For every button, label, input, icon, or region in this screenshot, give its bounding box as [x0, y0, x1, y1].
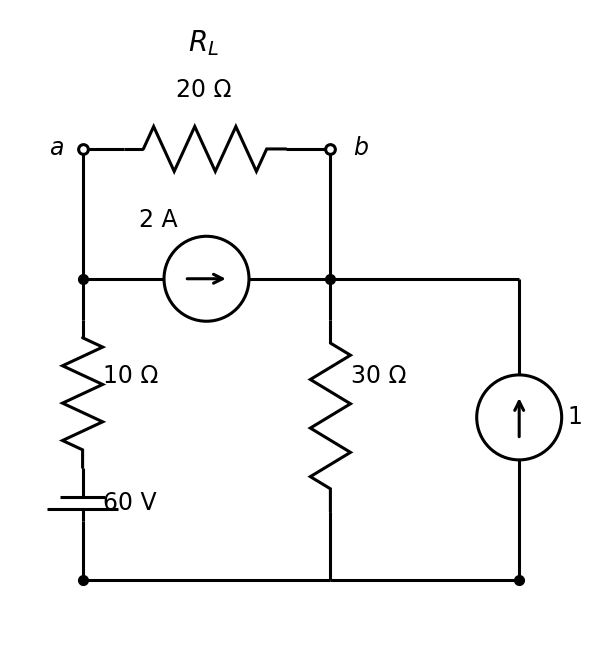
Text: 20 Ω: 20 Ω	[176, 78, 231, 102]
Text: $R_L$: $R_L$	[188, 28, 219, 57]
Text: 10 Ω: 10 Ω	[103, 364, 159, 388]
Text: 30 Ω: 30 Ω	[351, 364, 407, 388]
Text: $b$: $b$	[353, 138, 369, 160]
Text: $a$: $a$	[48, 138, 64, 160]
Text: 1 A: 1 A	[568, 406, 590, 430]
Text: 2 A: 2 A	[139, 207, 178, 231]
Text: 60 V: 60 V	[103, 491, 157, 515]
